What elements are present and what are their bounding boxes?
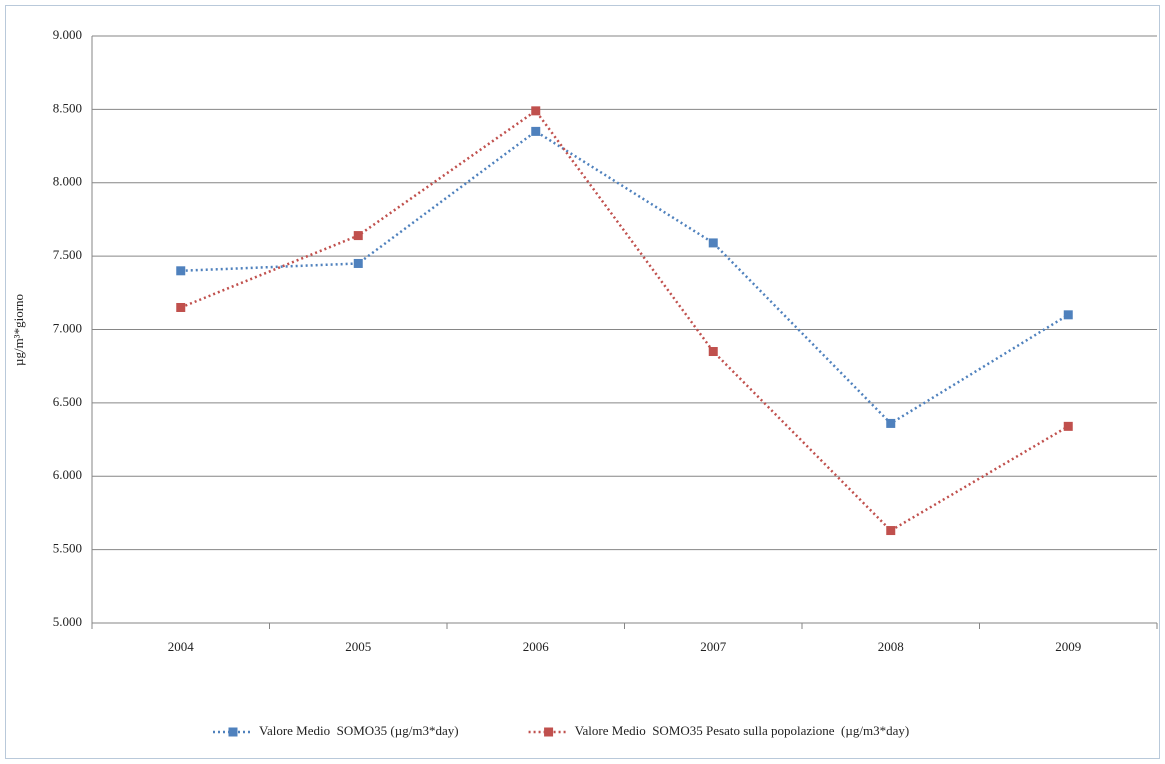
marker: [708, 238, 718, 248]
marker: [531, 106, 541, 116]
series-line: [180, 129, 1069, 426]
y-tick-label: 5.500: [53, 541, 82, 556]
x-tick-label: 2008: [878, 639, 904, 654]
y-tick-label: 8.500: [53, 100, 82, 115]
y-tick-label: 5.000: [53, 614, 82, 629]
legend-label: Valore Medio SOMO35 Pesato sulla popolaz…: [575, 723, 910, 738]
marker: [708, 347, 718, 357]
x-tick-label: 2007: [700, 639, 727, 654]
marker: [353, 231, 363, 241]
marker: [886, 526, 896, 536]
marker: [531, 126, 541, 136]
y-tick-label: 7.500: [53, 247, 82, 262]
legend-marker: [544, 727, 554, 737]
legend-label: Valore Medio SOMO35 (µg/m3*day): [259, 723, 459, 738]
marker: [353, 258, 363, 268]
legend-marker: [228, 727, 238, 737]
marker: [1063, 421, 1073, 431]
marker: [176, 266, 186, 276]
chart-frame: [5, 5, 1160, 759]
marker: [886, 418, 896, 428]
y-tick-label: 9.000: [53, 27, 82, 42]
x-tick-label: 2009: [1055, 639, 1081, 654]
y-tick-label: 6.000: [53, 467, 82, 482]
y-axis-label: µg/m³*giorno: [11, 294, 26, 366]
x-tick-label: 2005: [345, 639, 371, 654]
x-tick-label: 2006: [523, 639, 550, 654]
y-tick-label: 6.500: [53, 394, 82, 409]
y-tick-label: 8.000: [53, 174, 82, 189]
y-tick-label: 7.000: [53, 320, 82, 335]
x-tick-label: 2004: [168, 639, 195, 654]
marker: [176, 302, 186, 312]
marker: [1063, 310, 1073, 320]
